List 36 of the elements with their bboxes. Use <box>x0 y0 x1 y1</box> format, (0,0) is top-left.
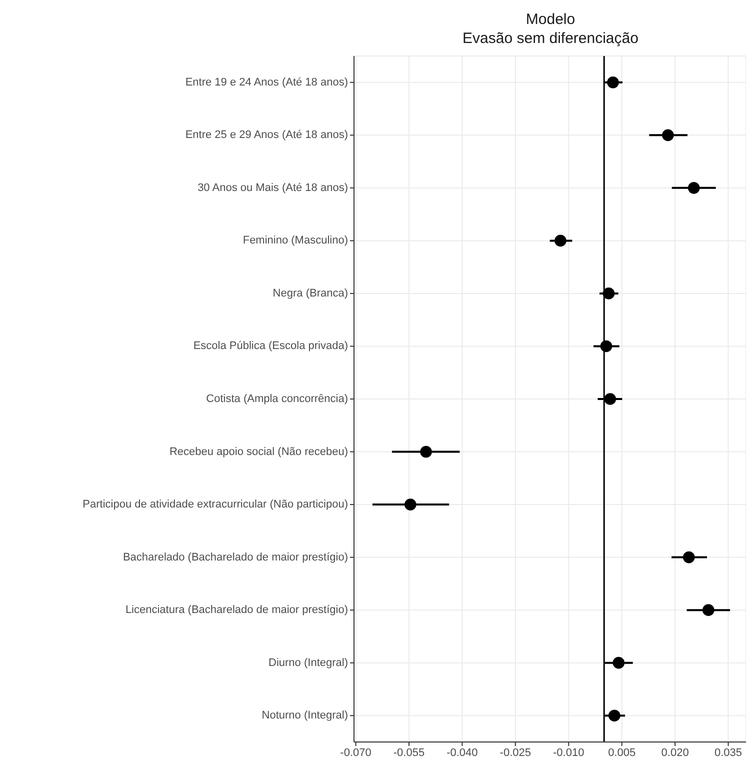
x-tick-label: -0.025 <box>500 746 532 759</box>
point <box>688 182 700 194</box>
x-tick-label: -0.070 <box>340 746 372 759</box>
y-tick-label: Entre 19 e 24 Anos (Até 18 anos) <box>185 76 348 88</box>
x-tick-label: 0.035 <box>714 746 742 759</box>
point <box>404 498 416 510</box>
y-tick-label: Participou de atividade extracurricular (Não participou) <box>82 498 348 511</box>
point <box>420 446 432 458</box>
point <box>682 551 695 564</box>
point <box>604 393 616 405</box>
y-tick-label: 30 Anos ou Mais (Até 18 anos) <box>198 182 348 194</box>
x-tick-label: 0.005 <box>608 746 636 759</box>
x-tick-label: -0.055 <box>393 746 425 759</box>
y-tick-label: Negra (Branca) <box>272 287 348 300</box>
x-tick-label: 0.020 <box>661 746 689 759</box>
y-tick-label: Bacharelado (Bacharelado de maior prestígio) <box>122 551 348 564</box>
y-tick-label: Diurno (Integral) <box>268 656 348 669</box>
point <box>702 604 714 616</box>
point <box>554 234 566 247</box>
point <box>607 76 619 88</box>
y-tick-label: Escola Pública (Escola privada) <box>193 340 348 352</box>
point <box>600 340 612 352</box>
y-tick-label: Entre 25 e 29 Anos (Até 18 anos) <box>185 129 348 142</box>
point <box>602 288 615 300</box>
y-tick-label: Cotista (Ampla concorrência) <box>206 393 348 405</box>
point <box>608 710 620 722</box>
chart-subtitle: Evasão sem diferenciação <box>462 29 640 48</box>
y-tick-label: Feminino (Masculino) <box>242 234 348 247</box>
y-tick-label: Recebeu apoio social (Não recebeu) <box>169 446 348 458</box>
chart-title: Modelo <box>524 10 576 29</box>
point <box>662 129 674 142</box>
x-tick-label: -0.010 <box>553 746 584 759</box>
y-tick-label: Licenciatura (Bacharelado de maior prestígio) <box>125 604 348 616</box>
point <box>612 656 625 669</box>
x-tick-label: -0.040 <box>446 746 478 759</box>
y-tick-label: Noturno (Integral) <box>262 710 348 722</box>
